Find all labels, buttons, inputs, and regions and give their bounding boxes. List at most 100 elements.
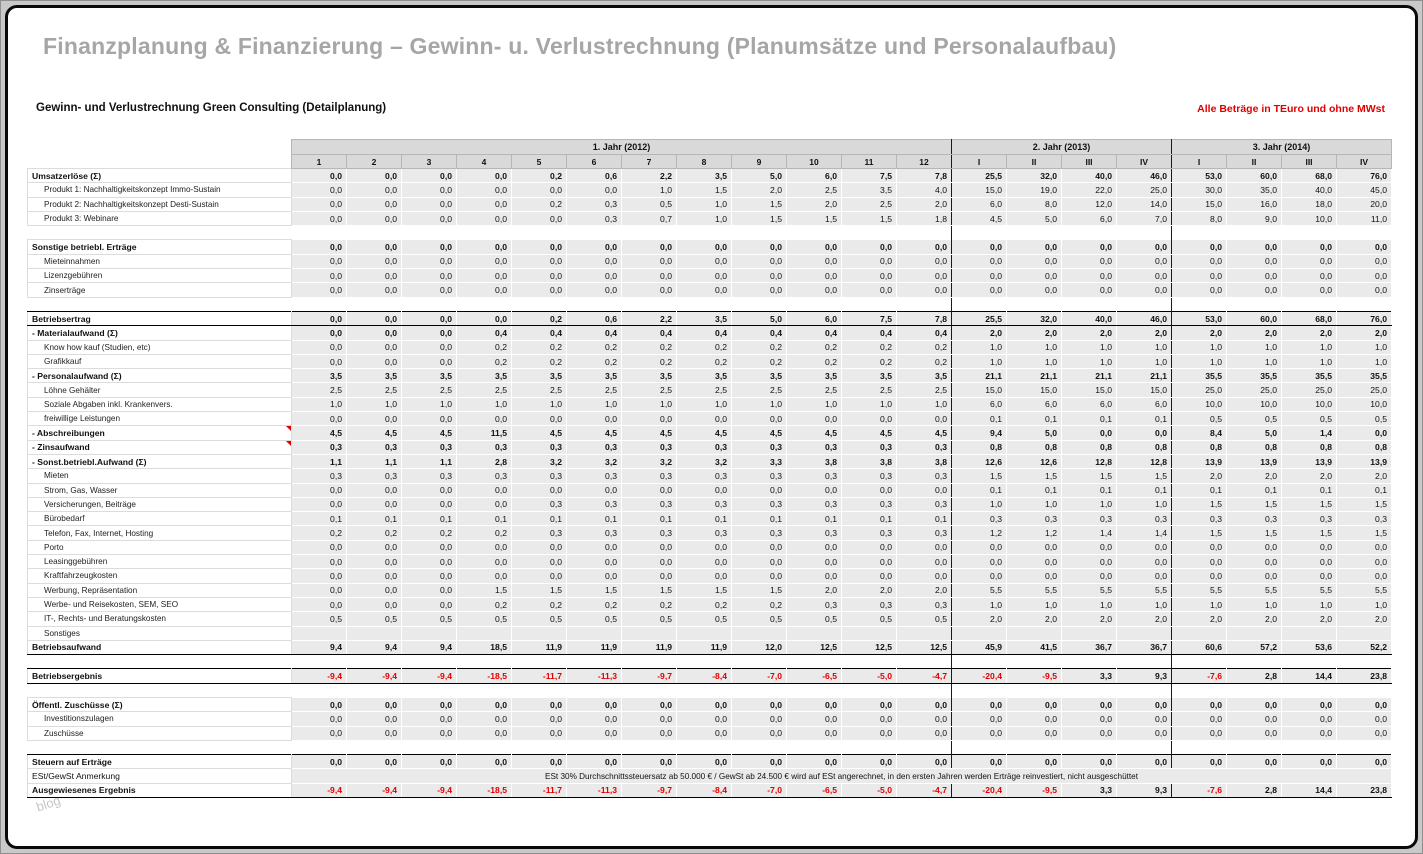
value-cell: 2,5 xyxy=(566,382,622,398)
value-cell: 0,5 xyxy=(676,611,732,627)
value-cell: 1,0 xyxy=(1006,353,1062,370)
value-cell: 0,3 xyxy=(1226,511,1282,527)
value-cell: 0,0 xyxy=(1336,711,1392,727)
value-cell: 3,5 xyxy=(676,310,732,327)
spacer-cell xyxy=(1336,654,1392,669)
value-cell: 32,0 xyxy=(1006,310,1062,327)
spacer-cell xyxy=(621,225,677,240)
value-cell: 0,2 xyxy=(621,339,677,355)
spacer-cell xyxy=(1281,740,1337,755)
value-cell: 0,0 xyxy=(676,239,732,255)
value-cell: 3,5 xyxy=(896,368,952,384)
spacer-cell xyxy=(621,654,677,669)
value-cell: 0,0 xyxy=(786,239,842,255)
value-cell: 0,3 xyxy=(566,525,622,541)
value-cell: 0,0 xyxy=(401,482,457,498)
column-header: 5 xyxy=(511,154,567,169)
value-cell: 0,2 xyxy=(401,525,457,541)
value-cell: 0,0 xyxy=(1226,268,1282,284)
value-cell: 0,0 xyxy=(401,268,457,284)
value-cell: 0,8 xyxy=(1281,439,1337,455)
row-label: Know how kauf (Studien, etc) xyxy=(27,339,292,355)
value-cell: 0,1 xyxy=(1171,482,1227,498)
value-cell: 0,3 xyxy=(511,525,567,541)
value-cell: 0,3 xyxy=(896,468,952,484)
value-cell: 0,0 xyxy=(346,754,402,770)
value-cell: 0,0 xyxy=(676,253,732,270)
value-cell: 2,5 xyxy=(841,196,897,212)
value-cell: 0,3 xyxy=(621,525,677,541)
value-cell: 2,0 xyxy=(1281,468,1337,484)
value-cell: 2,0 xyxy=(1061,611,1117,627)
value-cell: 2,8 xyxy=(1226,668,1282,684)
value-cell: 0,0 xyxy=(896,539,952,556)
comment-marker-icon xyxy=(286,441,291,446)
value-cell: 0,0 xyxy=(456,568,512,584)
value-cell: 1,0 xyxy=(1336,596,1392,613)
value-cell: 0,3 xyxy=(951,511,1007,527)
spacer-cell xyxy=(566,683,622,698)
value-cell: 1,5 xyxy=(1171,525,1227,541)
value-cell: 0,0 xyxy=(456,196,512,212)
value-cell: 53,6 xyxy=(1281,639,1337,656)
value-cell: 0,0 xyxy=(511,210,567,227)
value-cell: 0,0 xyxy=(1116,568,1172,584)
value-cell: 1,0 xyxy=(1171,339,1227,355)
value-cell: 0,2 xyxy=(566,353,622,370)
value-cell: 0,0 xyxy=(951,539,1007,556)
value-cell: 0,2 xyxy=(566,339,622,355)
value-cell: 3,5 xyxy=(731,368,787,384)
value-cell: 1,1 xyxy=(291,453,347,470)
value-cell: 0,3 xyxy=(731,496,787,513)
value-cell: 0,0 xyxy=(1226,754,1282,770)
row-label: Lizenzgebühren xyxy=(27,268,292,284)
value-cell: 0,5 xyxy=(731,611,787,627)
row-label: Zinserträge xyxy=(27,282,292,298)
value-cell: 2,2 xyxy=(621,310,677,327)
value-cell: 0,0 xyxy=(1006,568,1062,584)
value-cell: 0,5 xyxy=(841,611,897,627)
value-cell: 3,3 xyxy=(731,453,787,470)
value-cell: 0,1 xyxy=(1061,482,1117,498)
value-cell: 0,2 xyxy=(511,196,567,212)
row-label: Betriebsaufwand xyxy=(27,639,292,656)
value-cell: 0,2 xyxy=(676,339,732,355)
value-cell: 0,0 xyxy=(676,268,732,284)
value-cell: 0,0 xyxy=(1281,696,1337,713)
column-header: II xyxy=(1006,154,1062,169)
value-cell: 6,0 xyxy=(951,396,1007,413)
value-cell: 0,0 xyxy=(786,482,842,498)
value-cell: 1,0 xyxy=(1336,353,1392,370)
value-cell: 0,0 xyxy=(1226,239,1282,255)
column-header: 1 xyxy=(291,154,347,169)
value-cell: 0,0 xyxy=(1336,725,1392,741)
value-cell: 0,0 xyxy=(346,268,402,284)
value-cell: 0,0 xyxy=(1006,554,1062,570)
value-cell: 0,2 xyxy=(566,596,622,613)
spacer-cell xyxy=(1006,683,1062,698)
row-label: Strom, Gas, Wasser xyxy=(27,482,292,498)
value-cell: 0,0 xyxy=(896,411,952,427)
value-cell: 0,3 xyxy=(676,468,732,484)
value-cell: -6,5 xyxy=(786,668,842,684)
value-cell: 0,0 xyxy=(896,725,952,741)
value-cell: 0,1 xyxy=(401,511,457,527)
row-label: - Abschreibungen xyxy=(27,425,292,441)
value-cell: 0,4 xyxy=(676,325,732,341)
value-cell: 0,1 xyxy=(896,511,952,527)
value-cell: 0,2 xyxy=(511,339,567,355)
value-cell: 3,5 xyxy=(511,368,567,384)
value-cell: 0,3 xyxy=(786,468,842,484)
value-cell: 0,0 xyxy=(456,210,512,227)
value-cell: 0,5 xyxy=(401,611,457,627)
value-cell: 0,6 xyxy=(566,310,622,327)
row-label: Sonstige betriebl. Erträge xyxy=(27,239,292,255)
column-header: 2 xyxy=(346,154,402,169)
column-header: 10 xyxy=(786,154,842,169)
value-cell: 0,0 xyxy=(841,268,897,284)
value-cell: 0,2 xyxy=(511,167,567,184)
value-cell: 0,1 xyxy=(1336,482,1392,498)
value-cell: 12,0 xyxy=(731,639,787,656)
value-cell: 0,0 xyxy=(1171,239,1227,255)
row-label: Produkt 2: Nachhaltigkeitskonzept Desti-… xyxy=(27,196,292,212)
